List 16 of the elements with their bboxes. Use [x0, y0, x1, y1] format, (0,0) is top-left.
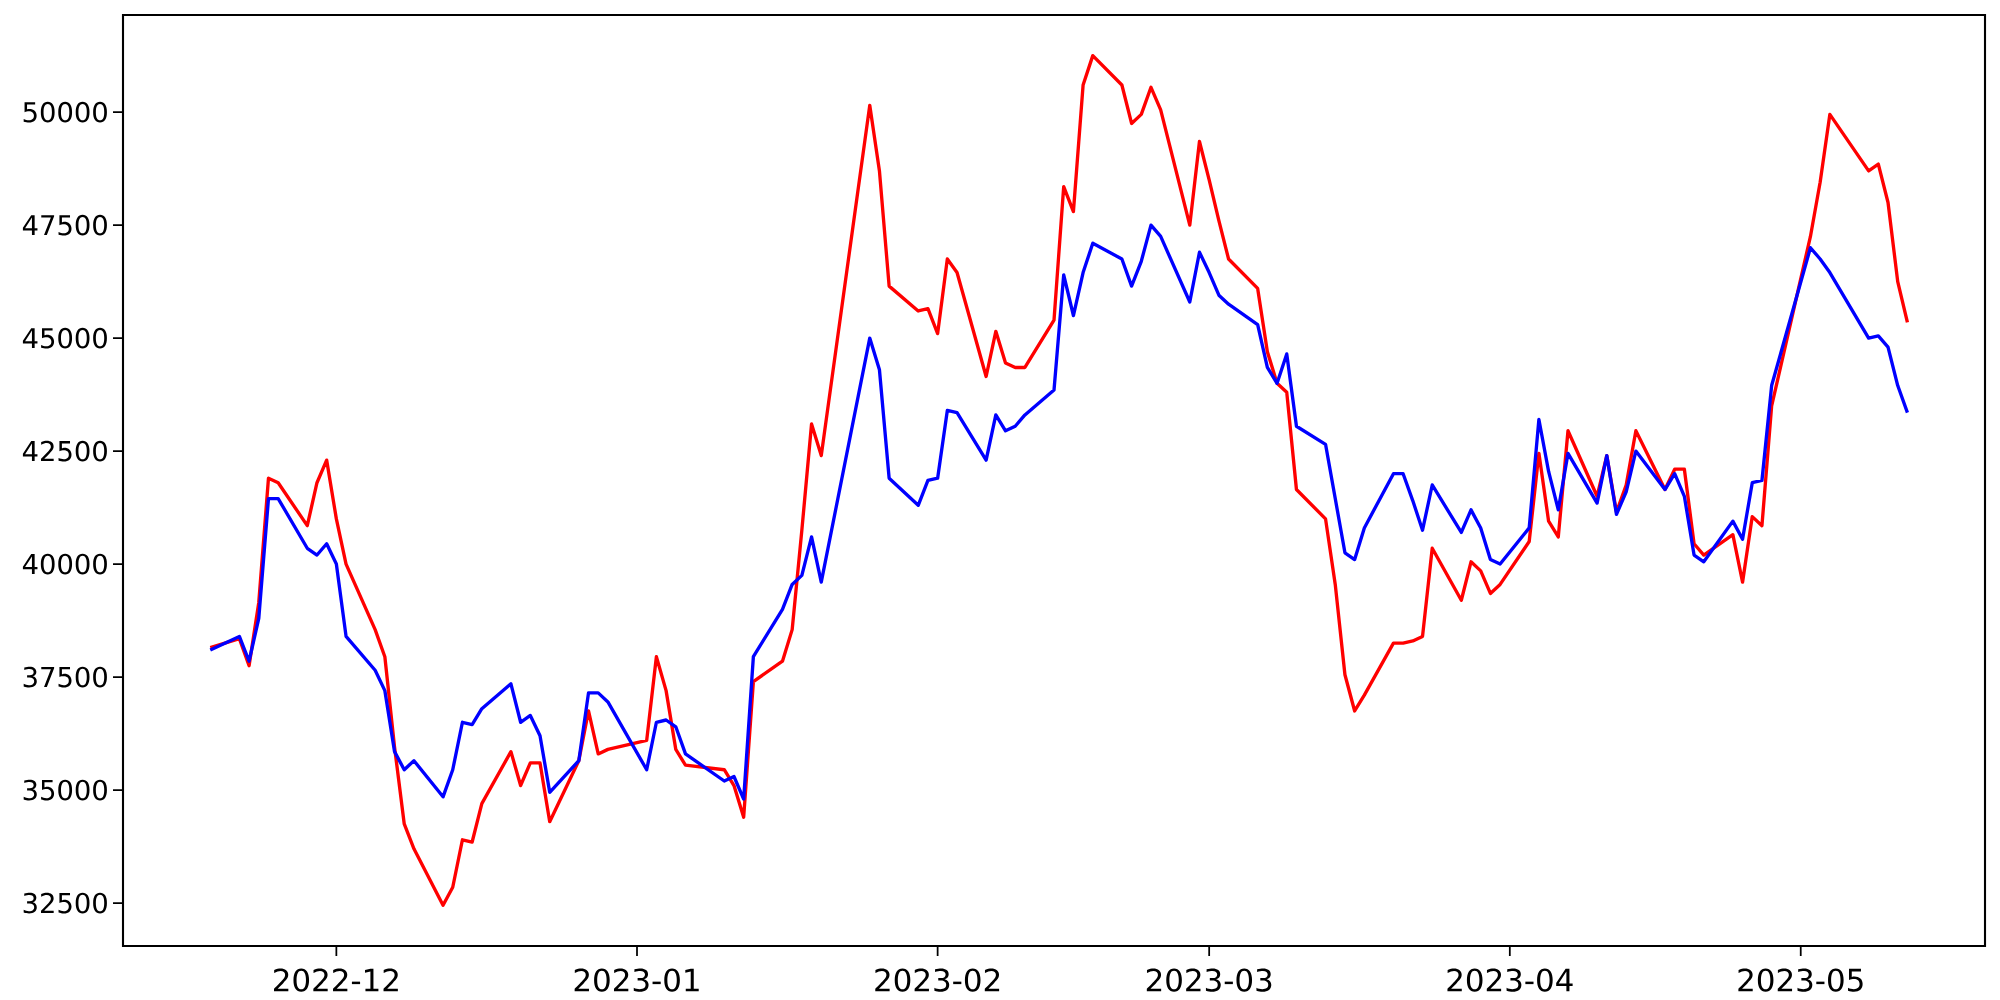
- x-tick-label: 2023-01: [574, 968, 699, 992]
- y-tick-label: 32500: [23, 892, 107, 914]
- line-series: [208, 223, 1910, 801]
- line-series: [208, 53, 1910, 907]
- x-tick-label: 2023-02: [875, 968, 1000, 992]
- y-tick-label: 50000: [23, 101, 107, 123]
- y-tick-label: 47500: [22, 214, 107, 236]
- x-tick-label: 2023-04: [1447, 968, 1573, 992]
- y-tick-label: 40000: [22, 553, 107, 575]
- x-tick-label: 2023-03: [1146, 968, 1272, 992]
- y-tick-label: 42500: [22, 440, 107, 462]
- x-tick-label: 2022-12: [274, 968, 398, 992]
- y-tick-label: 35000: [23, 779, 107, 801]
- x-tick-label: 2023-05: [1738, 968, 1863, 992]
- y-tick-label: 45000: [22, 327, 107, 349]
- y-tick-label: 37500: [23, 666, 107, 688]
